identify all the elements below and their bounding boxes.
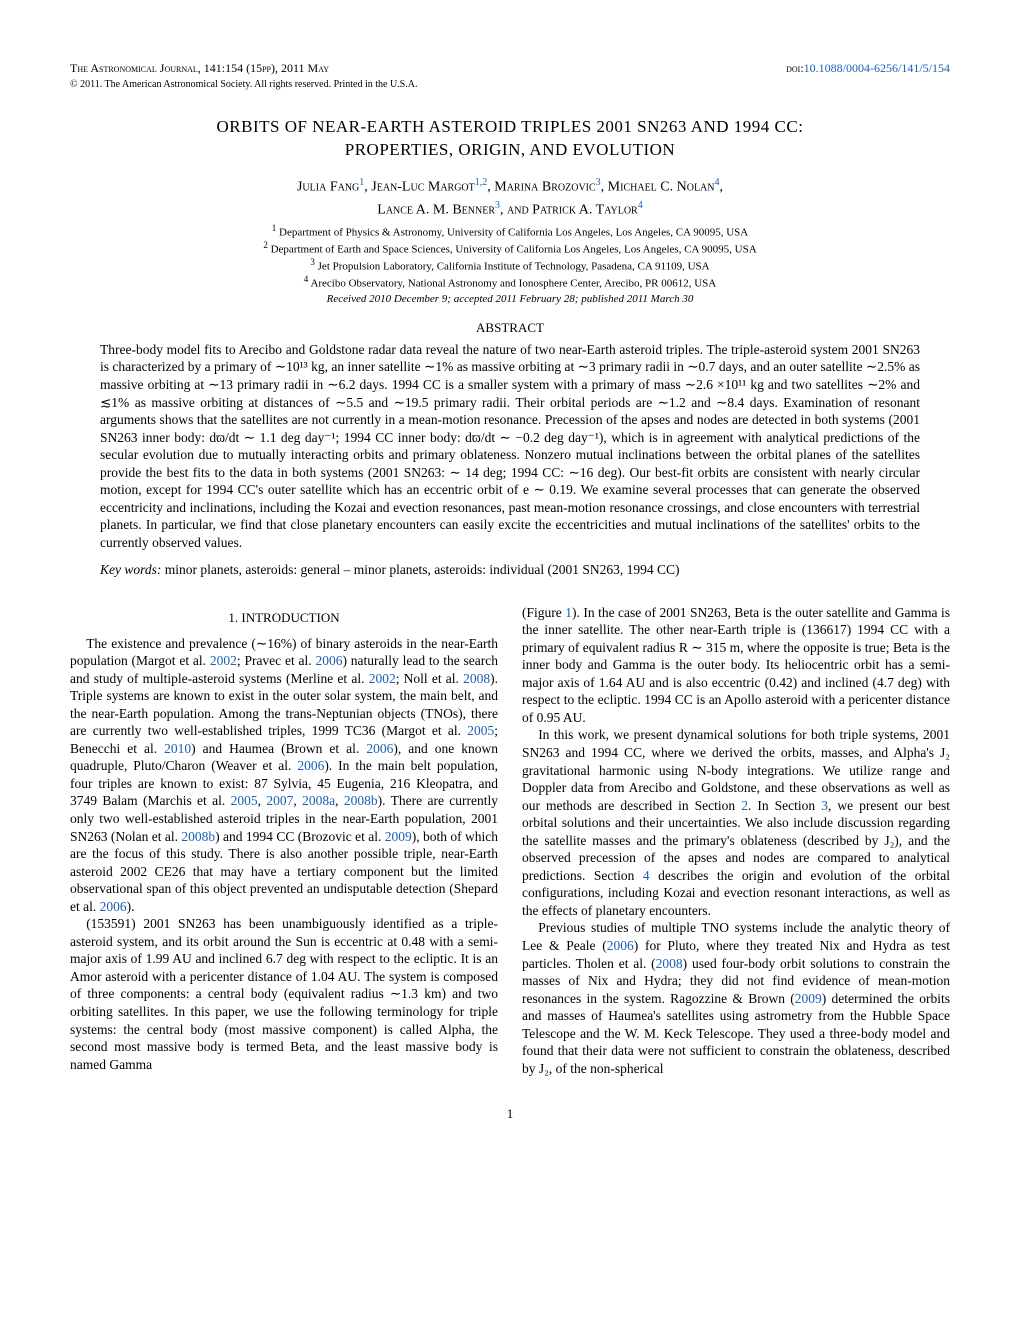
section-link[interactable]: 4 <box>643 868 650 883</box>
cite-link[interactable]: 2008a <box>302 793 335 808</box>
paragraph-2: (153591) 2001 SN263 has been unambiguous… <box>70 915 498 1073</box>
page-number: 1 <box>70 1105 950 1123</box>
cite-link[interactable]: 2009 <box>385 829 412 844</box>
cite-link[interactable]: 2006 <box>100 899 127 914</box>
keywords: Key words: minor planets, asteroids: gen… <box>100 561 920 579</box>
cite-link[interactable]: 2006 <box>366 741 393 756</box>
affiliation-1: 1 Department of Physics & Astronomy, Uni… <box>70 223 950 240</box>
figure-link[interactable]: 1 <box>565 605 572 620</box>
cite-link[interactable]: 2009 <box>795 991 822 1006</box>
copyright-line: © 2011. The American Astronomical Societ… <box>70 78 950 92</box>
cite-link[interactable]: 2008b <box>181 829 215 844</box>
running-header: The Astronomical Journal, 141:154 (15pp)… <box>70 60 950 76</box>
cite-link[interactable]: 2006 <box>315 653 342 668</box>
cite-link[interactable]: 2010 <box>164 741 191 756</box>
keywords-label: Key words: <box>100 562 161 577</box>
body-columns: 1. INTRODUCTION The existence and preval… <box>70 604 950 1078</box>
section-link[interactable]: 3 <box>821 798 828 813</box>
paragraph-1: The existence and prevalence (∼16%) of b… <box>70 635 498 916</box>
affiliation-3: 3 Jet Propulsion Laboratory, California … <box>70 257 950 274</box>
doi-link[interactable]: 10.1088/0004-6256/141/5/154 <box>804 61 950 75</box>
affiliations: 1 Department of Physics & Astronomy, Uni… <box>70 223 950 291</box>
author-list: Julia Fang1, Jean-Luc Margot1,2, Marina … <box>70 176 950 198</box>
cite-link[interactable]: 2008 <box>463 671 490 686</box>
affiliation-2: 2 Department of Earth and Space Sciences… <box>70 240 950 257</box>
journal-citation: The Astronomical Journal, 141:154 (15pp)… <box>70 60 329 76</box>
cite-link[interactable]: 2006 <box>297 758 324 773</box>
received-line: Received 2010 December 9; accepted 2011 … <box>70 292 950 307</box>
doi: doi:10.1088/0004-6256/141/5/154 <box>786 60 950 76</box>
author-list-line2: Lance A. M. Benner3, and Patrick A. Tayl… <box>70 199 950 221</box>
affiliation-4: 4 Arecibo Observatory, National Astronom… <box>70 274 950 291</box>
paper-title: ORBITS OF NEAR-EARTH ASTEROID TRIPLES 20… <box>70 116 950 162</box>
abstract-heading: ABSTRACT <box>70 319 950 337</box>
abstract-text: Three-body model fits to Arecibo and Gol… <box>100 341 920 552</box>
cite-link[interactable]: 2005 <box>467 723 494 738</box>
cite-link[interactable]: 2008b <box>344 793 378 808</box>
cite-link[interactable]: 2002 <box>369 671 396 686</box>
cite-link[interactable]: 2007 <box>266 793 293 808</box>
cite-link[interactable]: 2005 <box>231 793 258 808</box>
cite-link[interactable]: 2002 <box>210 653 237 668</box>
cite-link[interactable]: 2008 <box>656 956 683 971</box>
paragraph-3: (Figure 1). In the case of 2001 SN263, B… <box>522 604 950 727</box>
paragraph-4: In this work, we present dynamical solut… <box>522 726 950 919</box>
cite-link[interactable]: 2006 <box>607 938 634 953</box>
section-heading-intro: 1. INTRODUCTION <box>70 610 498 627</box>
paragraph-5: Previous studies of multiple TNO systems… <box>522 919 950 1077</box>
section-link[interactable]: 2 <box>741 798 748 813</box>
keywords-text: minor planets, asteroids: general – mino… <box>165 562 680 577</box>
